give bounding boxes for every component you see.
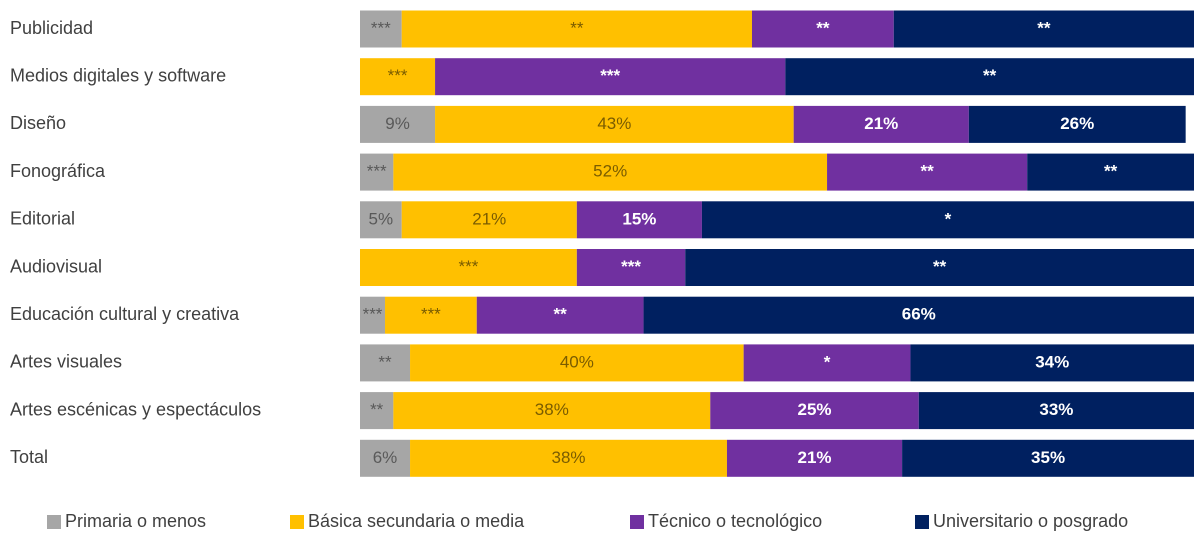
bar-segment: [918, 392, 1194, 430]
data-label: 21%: [864, 114, 898, 133]
bar-segment: [360, 10, 402, 48]
bar-segment: [910, 344, 1194, 382]
legend-swatch: [290, 515, 304, 529]
data-label: ***: [363, 305, 383, 324]
bar-segment: [410, 344, 744, 382]
bar-segment: [576, 249, 686, 286]
category-label: Medios digitales y software: [10, 65, 226, 85]
data-label: 33%: [1039, 400, 1073, 419]
data-label: 26%: [1060, 114, 1094, 133]
data-label: ***: [371, 18, 391, 37]
data-label: **: [1037, 18, 1051, 37]
category-label: Diseño: [10, 113, 66, 133]
data-label: 38%: [535, 400, 569, 419]
legend-label: Técnico o tecnológico: [648, 511, 822, 531]
bar-segment: [401, 10, 752, 48]
data-label: 9%: [385, 114, 410, 133]
bar-segment: [902, 439, 1194, 477]
bar-segment: [410, 439, 727, 477]
category-label: Audiovisual: [10, 256, 102, 276]
category-label: Publicidad: [10, 18, 93, 38]
bar-segment: [393, 392, 711, 430]
data-label: ***: [621, 257, 641, 276]
bar-segment: [360, 392, 394, 430]
data-label: 5%: [369, 209, 394, 228]
bar-segment: [710, 392, 919, 430]
data-label: *: [945, 209, 952, 228]
data-label: **: [983, 66, 997, 85]
bar-segment: [360, 296, 386, 334]
bar-segment: [793, 105, 969, 143]
legend-swatch: [915, 515, 929, 529]
data-label: 66%: [902, 305, 936, 324]
category-label: Educación cultural y creativa: [10, 304, 240, 324]
bar-segment: [476, 296, 644, 334]
bar-segment: [393, 153, 828, 191]
bar-segment: [576, 201, 702, 239]
bar-segment: [1027, 153, 1194, 191]
data-label: **: [570, 18, 584, 37]
data-label: **: [816, 18, 830, 37]
bar-segment: [435, 105, 794, 143]
data-label: **: [370, 400, 384, 419]
data-label: 6%: [373, 448, 398, 467]
data-label: *: [824, 352, 831, 371]
data-label: 21%: [472, 209, 506, 228]
data-label: 40%: [560, 352, 594, 371]
data-label: **: [921, 162, 935, 181]
bar-segment: [968, 105, 1186, 143]
bar-segment: [701, 201, 1194, 239]
data-label: 15%: [622, 209, 656, 228]
data-label: ***: [421, 305, 441, 324]
bar-segment: [360, 249, 577, 286]
bar-segment: [726, 439, 903, 477]
data-label: ***: [367, 162, 387, 181]
category-label: Fonográfica: [10, 161, 106, 181]
category-label: Total: [10, 447, 48, 467]
data-label: **: [1104, 162, 1118, 181]
legend-swatch: [47, 515, 61, 529]
category-label: Artes escénicas y espectáculos: [10, 399, 261, 419]
legend-label: Primaria o menos: [65, 511, 206, 531]
bar-segment: [435, 58, 786, 96]
data-label: 43%: [597, 114, 631, 133]
data-label: 34%: [1035, 352, 1069, 371]
bar-segment: [743, 344, 911, 382]
bar-segment: [360, 105, 436, 143]
bar-segment: [360, 153, 394, 191]
bar-segment: [893, 10, 1194, 48]
bar-segment: [785, 58, 1194, 96]
data-label: 21%: [798, 448, 832, 467]
bar-segment: [360, 344, 411, 382]
bar-segment: [751, 10, 894, 48]
bar-segment: [360, 58, 436, 96]
data-label: 52%: [593, 162, 627, 181]
data-label: **: [378, 352, 392, 371]
bar-segment: [385, 296, 477, 334]
bar-segment: [643, 296, 1194, 334]
bar-segment: [360, 439, 411, 477]
bar-segment: [685, 249, 1194, 286]
data-label: ***: [458, 257, 478, 276]
legend-label: Universitario o posgrado: [933, 511, 1128, 531]
category-label: Editorial: [10, 209, 75, 229]
legend-label: Básica secundaria o media: [308, 511, 525, 531]
bar-segment: [401, 201, 577, 239]
bar-segment: [360, 201, 402, 239]
legend-swatch: [630, 515, 644, 529]
data-label: 25%: [798, 400, 832, 419]
data-label: 35%: [1031, 448, 1065, 467]
data-label: ***: [600, 66, 620, 85]
data-label: 38%: [551, 448, 585, 467]
data-label: ***: [388, 66, 408, 85]
category-label: Artes visuales: [10, 352, 122, 372]
data-label: **: [933, 257, 947, 276]
data-label: **: [554, 305, 568, 324]
bar-segment: [827, 153, 1028, 191]
